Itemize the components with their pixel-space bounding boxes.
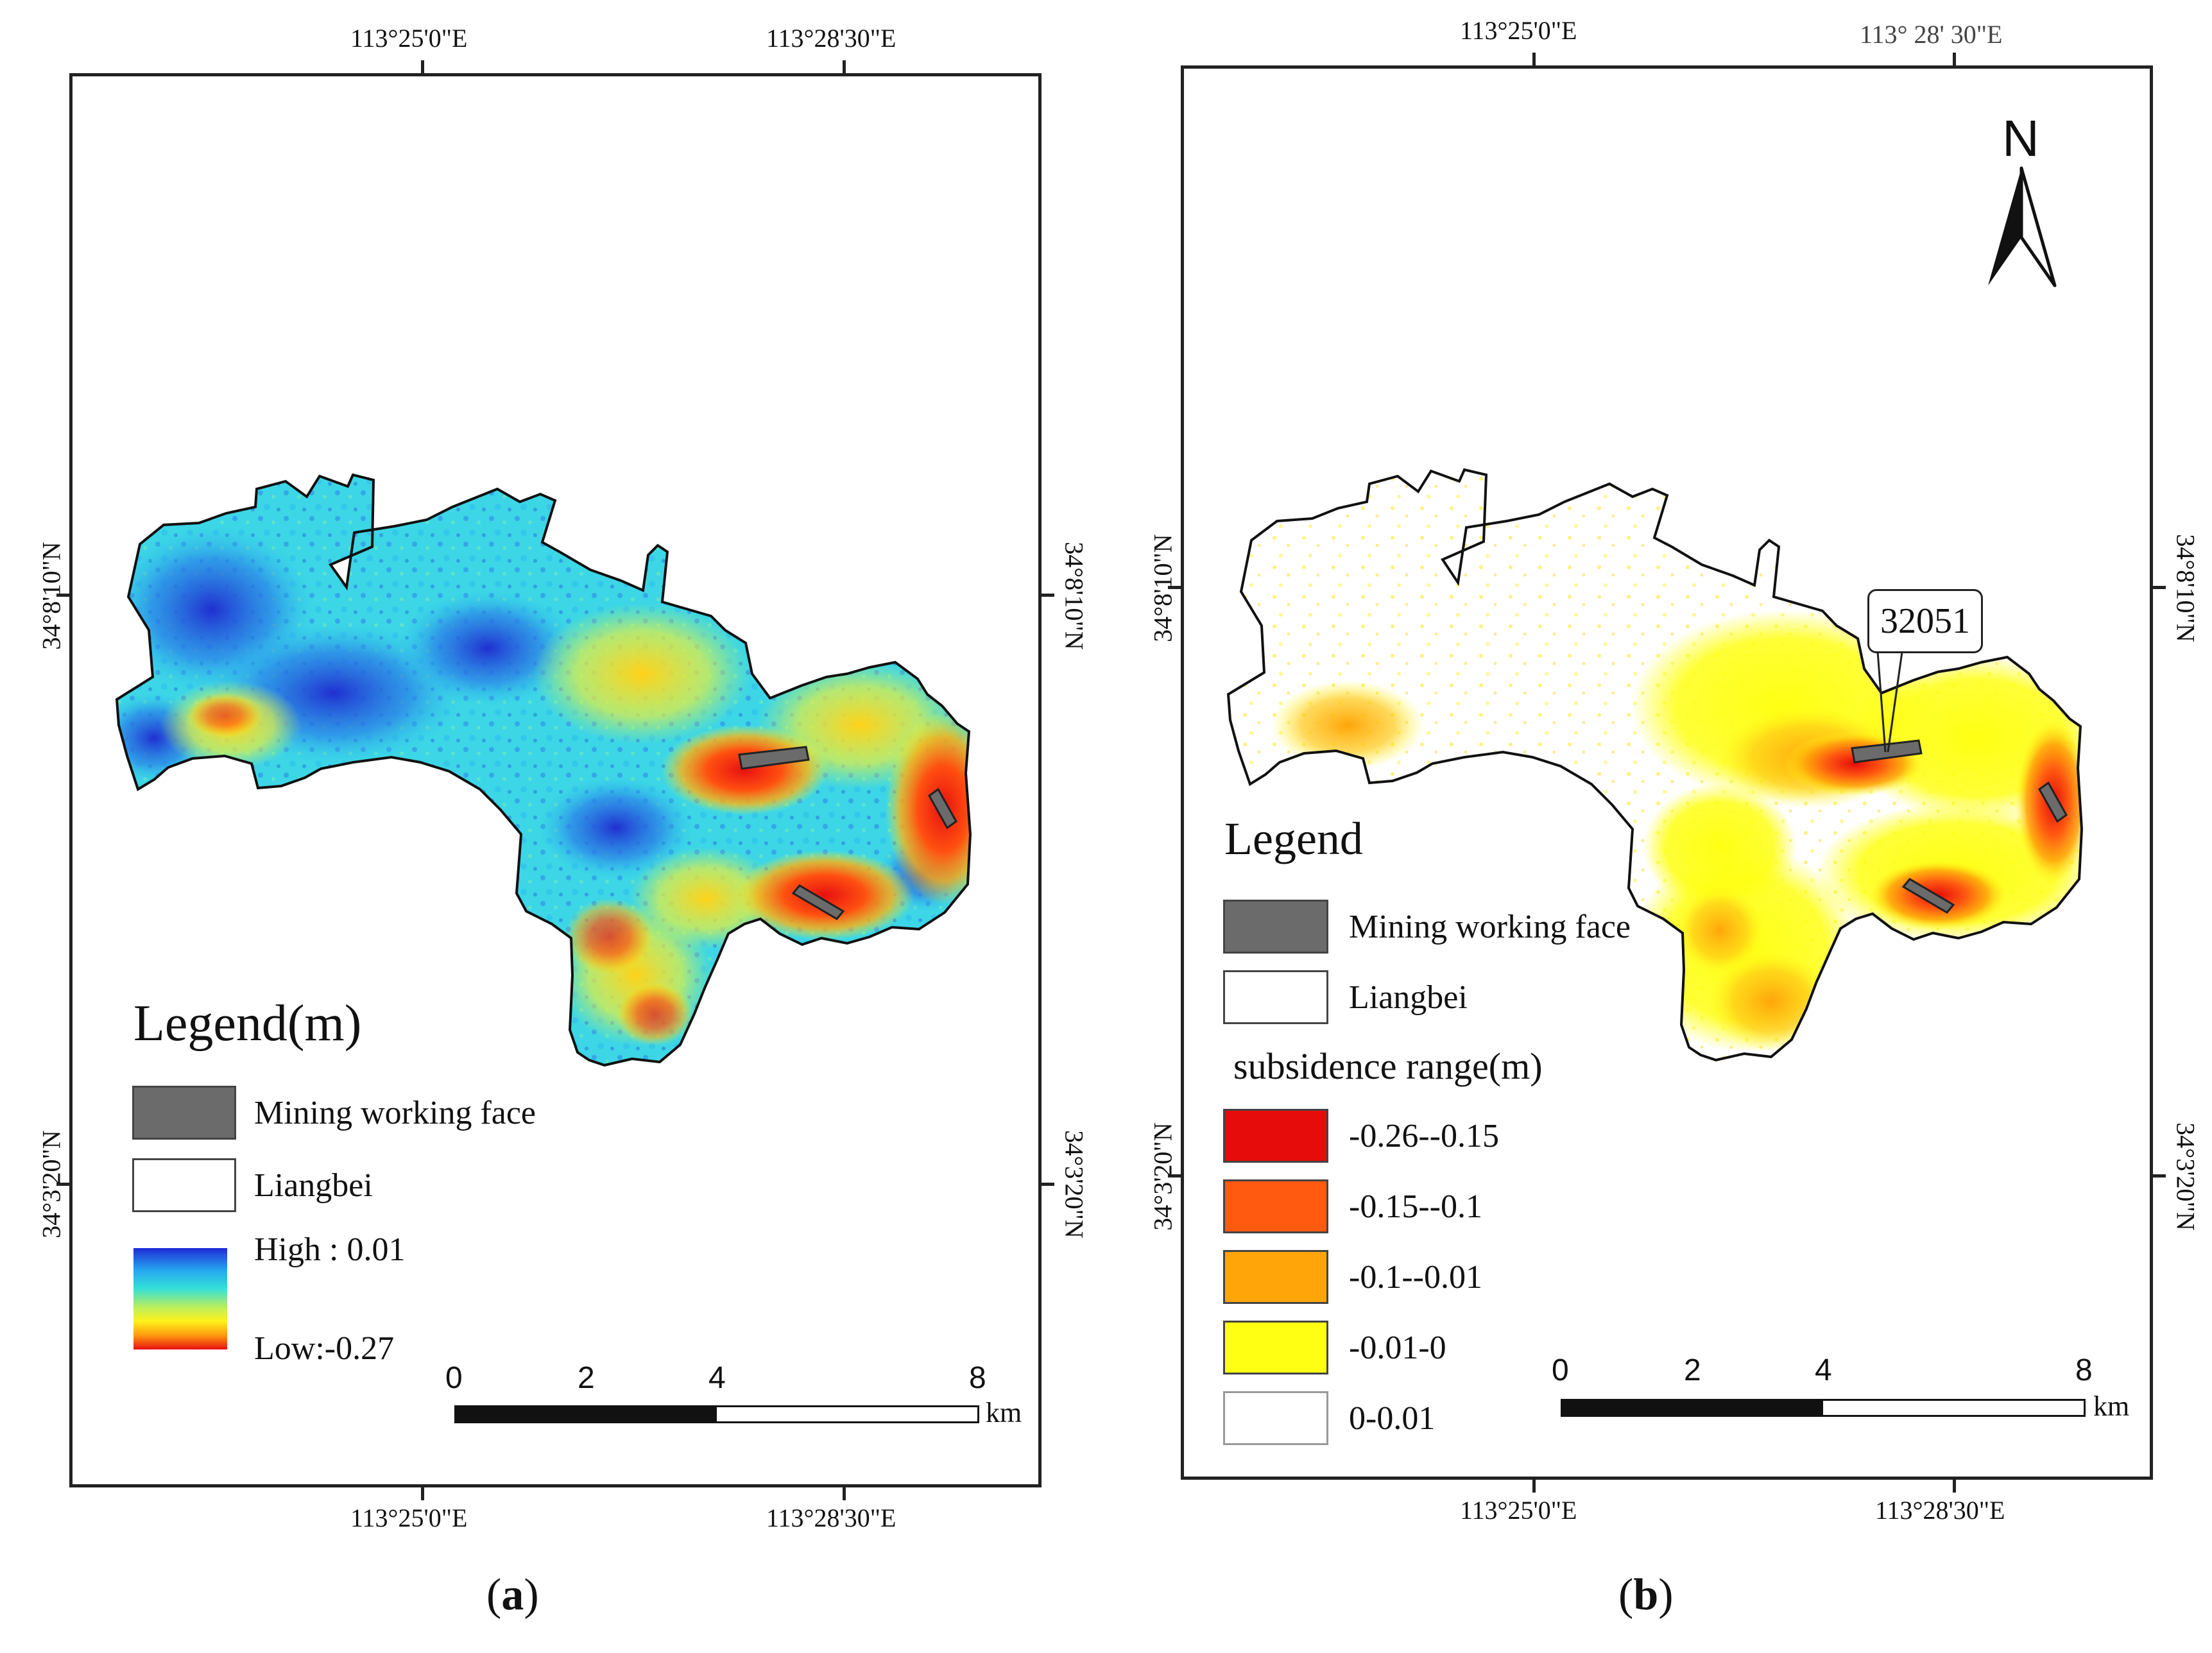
- tick-b-top-2: [1953, 53, 1956, 67]
- tick-a-bottom-2: [843, 1486, 846, 1500]
- coord-a-top-right: 113°28'30"E: [766, 24, 896, 53]
- legend-b-mining-swatch: [1223, 900, 1328, 954]
- scale-b-8: 8: [2075, 1353, 2093, 1387]
- legend-b-liangbei-label: Liangbei: [1349, 979, 1468, 1016]
- legend-b-class-label-2: -0.15--0.1: [1349, 1188, 1482, 1225]
- subsidence-map-b: [1227, 166, 2083, 1061]
- callout-pointer-1: [1876, 651, 1887, 753]
- coord-b-bottom-right: 113°28'30"E: [1875, 1496, 2005, 1525]
- tick-a-left-2: [56, 1183, 71, 1186]
- legend-b-class-swatch-3: [1223, 1250, 1328, 1304]
- callout-box: 32051: [1867, 589, 1983, 653]
- tick-b-top-1: [1532, 53, 1536, 67]
- legend-b-class-swatch-2: [1223, 1179, 1328, 1233]
- mining-face-b-1: [1851, 739, 1923, 764]
- coord-a-bottom-left: 113°25'0"E: [350, 1503, 468, 1532]
- tick-a-right-1: [1040, 594, 1054, 597]
- legend-b-class-label-4: -0.01-0: [1349, 1330, 1446, 1366]
- legend-a-gradient: [133, 1248, 227, 1349]
- legend-a-low-label: Low:-0.27: [254, 1330, 395, 1367]
- tick-a-right-2: [1040, 1183, 1054, 1186]
- legend-b-class-label-5: 0-0.01: [1349, 1400, 1436, 1437]
- scale-bar-a: [454, 1405, 979, 1423]
- scale-a-4: 4: [708, 1361, 726, 1395]
- legend-a-mining-label: Mining working face: [254, 1095, 536, 1131]
- legend-b-subsidence-title: subsidence range(m): [1233, 1045, 1543, 1087]
- scale-a-2: 2: [578, 1361, 595, 1395]
- legend-b-class-swatch-1: [1223, 1109, 1328, 1163]
- deformation-map-a: [116, 474, 972, 1066]
- caption-b: (b): [1618, 1570, 1674, 1620]
- tick-a-bottom-1: [421, 1486, 424, 1500]
- legend-a-liangbei-swatch: [132, 1158, 236, 1212]
- legend-title-a: Legend(m): [133, 995, 362, 1052]
- coord-b-top-left: 113°25'0"E: [1460, 16, 1577, 45]
- legend-a-high-label: High : 0.01: [254, 1231, 406, 1268]
- tick-a-left-1: [56, 594, 71, 597]
- scale-b-0: 0: [1552, 1353, 1569, 1387]
- north-arrow-icon: [1988, 166, 2057, 287]
- scale-a-unit: km: [986, 1397, 1022, 1428]
- tick-b-bottom-1: [1532, 1478, 1536, 1493]
- tick-b-bottom-2: [1953, 1478, 1956, 1493]
- callout-label: 32051: [1880, 601, 1970, 641]
- scale-b-unit: km: [2093, 1391, 2130, 1422]
- legend-a-liangbei-label: Liangbei: [254, 1167, 373, 1204]
- caption-a: (a): [486, 1570, 539, 1620]
- tick-b-right-1: [2152, 586, 2166, 589]
- legend-b-class-swatch-5: [1223, 1391, 1328, 1445]
- mining-face-a-2: [928, 787, 957, 830]
- legend-b-liangbei-swatch: [1223, 970, 1328, 1024]
- mining-face-b-2: [2038, 781, 2068, 823]
- coord-b-bottom-left: 113°25'0"E: [1460, 1496, 1577, 1525]
- tick-b-left-2: [1168, 1174, 1182, 1178]
- mining-face-a-3: [791, 884, 845, 920]
- legend-b-class-label-1: -0.26--0.15: [1349, 1118, 1499, 1154]
- legend-b-mining-label: Mining working face: [1349, 909, 1631, 945]
- scale-b-2: 2: [1684, 1353, 1701, 1387]
- scale-bar-b: [1561, 1399, 2086, 1417]
- coord-b-top-right: 113° 28' 30"E: [1860, 20, 2003, 49]
- tick-a-top-2: [843, 60, 846, 74]
- mining-face-b-3: [1901, 878, 1955, 914]
- scale-a-8: 8: [969, 1361, 986, 1395]
- callout-pointer-2: [1887, 651, 1903, 753]
- legend-a-mining-swatch: [132, 1086, 236, 1140]
- tick-a-top-1: [421, 60, 424, 74]
- tick-b-left-1: [1168, 586, 1182, 589]
- scale-b-4: 4: [1815, 1353, 1832, 1387]
- north-label: N: [2002, 110, 2039, 167]
- coord-a-top-left: 113°25'0"E: [350, 24, 468, 53]
- legend-title-b: Legend: [1224, 813, 1363, 864]
- legend-b-class-label-3: -0.1--0.01: [1349, 1259, 1482, 1296]
- tick-b-right-2: [2152, 1174, 2166, 1178]
- legend-b-class-swatch-4: [1223, 1321, 1328, 1375]
- scale-a-0: 0: [445, 1361, 463, 1395]
- mining-face-a-1: [738, 746, 810, 770]
- coord-a-bottom-right: 113°28'30"E: [766, 1503, 896, 1532]
